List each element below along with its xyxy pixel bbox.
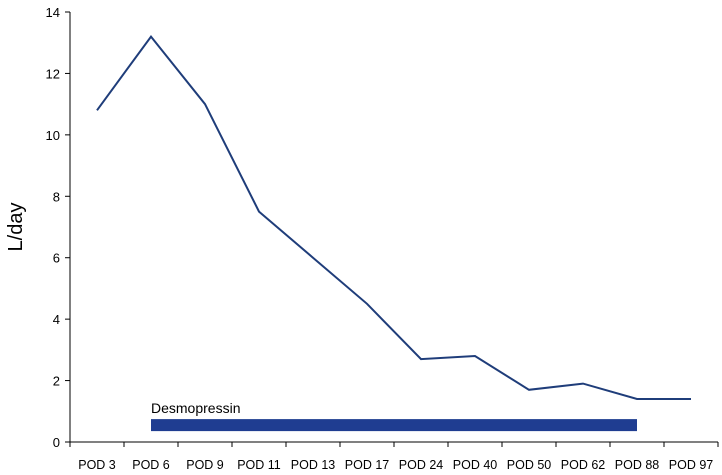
y-tick-label: 6 <box>53 251 60 266</box>
x-tick-label: POD 50 <box>507 458 552 472</box>
x-tick-label: POD 24 <box>399 458 444 472</box>
annotation-layer: Desmopressin <box>151 400 637 432</box>
y-tick-label: 14 <box>46 5 60 20</box>
y-tick-label: 4 <box>53 312 60 327</box>
axes <box>69 12 718 443</box>
x-tick-label: POD 40 <box>453 458 498 472</box>
desmopressin-label: Desmopressin <box>151 400 240 416</box>
y-axis-title: L/day <box>5 203 27 252</box>
x-tick-label: POD 62 <box>561 458 606 472</box>
y-tick-label: 0 <box>53 435 60 450</box>
desmopressin-bar <box>151 419 637 432</box>
y-tick-label: 10 <box>46 128 60 143</box>
x-tick-label: POD 11 <box>237 458 281 472</box>
x-tick-label: POD 6 <box>132 458 170 472</box>
x-tick-label: POD 9 <box>186 458 224 472</box>
y-tick-label: 8 <box>53 189 60 204</box>
x-tick-label: POD 17 <box>345 458 390 472</box>
x-axis-ticks: POD 3 POD 6 POD 9 POD 11 POD 13 POD 17 POD 24 P… <box>69 442 719 472</box>
x-tick-label: POD 97 <box>669 458 714 472</box>
series-layer <box>96 34 691 400</box>
y-tick-label: 12 <box>46 66 60 81</box>
series-line <box>96 34 691 400</box>
y-tick-label: 2 <box>53 374 60 389</box>
x-tick-label: POD 13 <box>291 458 336 472</box>
y-axis-ticks: 0 2 4 6 8 10 12 14 <box>46 5 70 450</box>
x-tick-label: POD 88 <box>615 458 660 472</box>
x-tick-label: POD 3 <box>78 458 116 472</box>
